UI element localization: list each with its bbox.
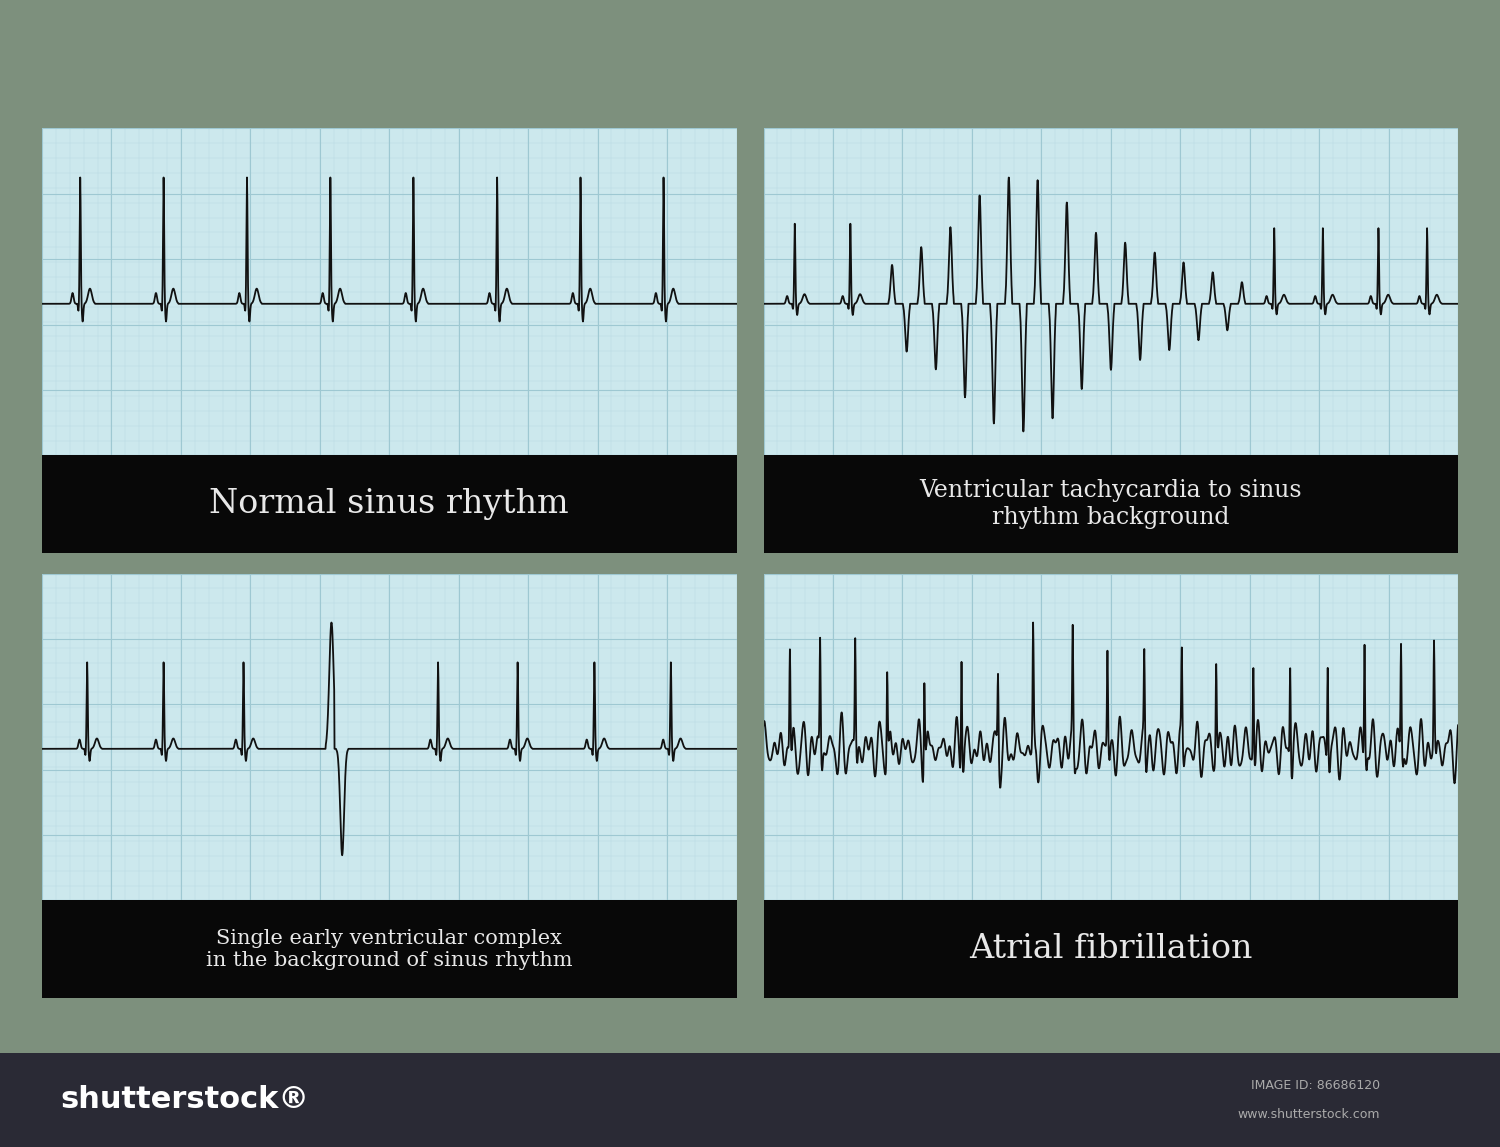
Text: IMAGE ID: 86686120: IMAGE ID: 86686120: [1251, 1079, 1380, 1092]
Text: www.shutterstock.com: www.shutterstock.com: [1238, 1108, 1380, 1121]
Text: Atrial fibrillation: Atrial fibrillation: [969, 934, 1252, 965]
Text: Single early ventricular complex
in the background of sinus rhythm: Single early ventricular complex in the …: [206, 929, 573, 969]
Text: Normal sinus rhythm: Normal sinus rhythm: [210, 489, 568, 520]
Text: shutterstock®: shutterstock®: [60, 1085, 309, 1115]
Text: Ventricular tachycardia to sinus
rhythm background: Ventricular tachycardia to sinus rhythm …: [920, 479, 1302, 529]
